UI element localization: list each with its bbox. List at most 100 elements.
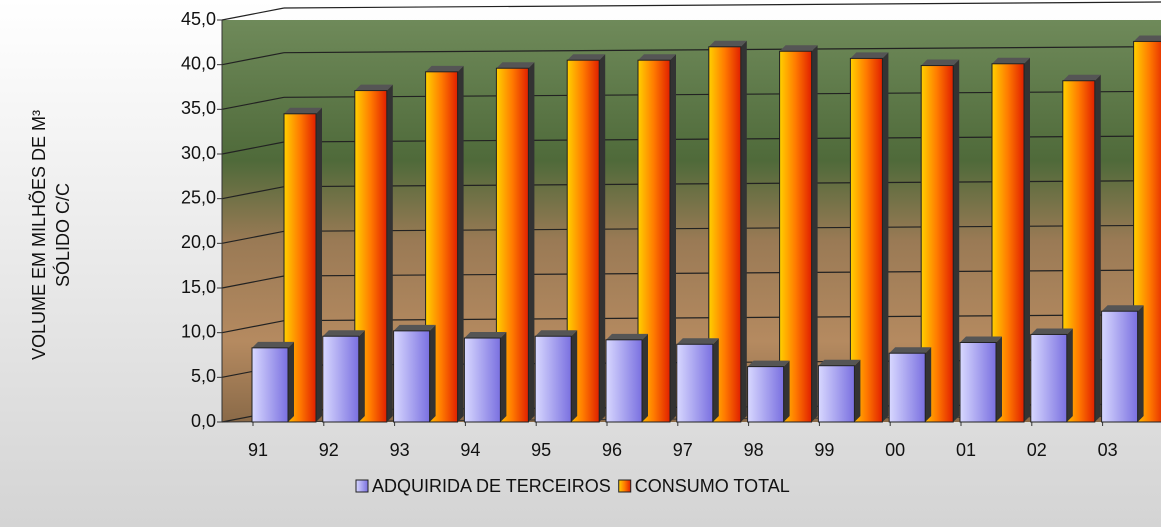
bar-top xyxy=(638,54,676,61)
x-tick-label: 91 xyxy=(248,440,268,460)
bar-side xyxy=(429,324,436,422)
bar-side xyxy=(1094,74,1101,422)
grid-line xyxy=(221,96,285,110)
legend-label: CONSUMO TOTAL xyxy=(635,476,790,496)
bar-top xyxy=(425,65,464,72)
y-tick-label: 20,0 xyxy=(181,232,216,252)
bar-top xyxy=(747,360,790,367)
bar-side xyxy=(925,347,932,422)
bar-top xyxy=(464,332,507,339)
y-tick-label: 5,0 xyxy=(191,366,216,386)
bar-side xyxy=(386,84,393,422)
bar-side xyxy=(740,40,747,423)
bar-side xyxy=(953,59,960,423)
bar-side xyxy=(996,336,1002,422)
bar-top xyxy=(708,40,747,47)
bar-top xyxy=(889,347,932,354)
bar xyxy=(1101,310,1139,423)
bar xyxy=(676,343,714,423)
x-tick-label: 96 xyxy=(602,440,622,460)
bar xyxy=(393,330,431,423)
bar xyxy=(817,365,855,423)
legend-label: ADQUIRIDA DE TERCEIROS xyxy=(372,476,611,496)
bar-top xyxy=(1062,74,1101,81)
bar-side xyxy=(712,338,719,422)
bar-side xyxy=(316,107,322,423)
bar-side xyxy=(670,54,676,422)
bar xyxy=(747,366,785,423)
x-tick-label: 00 xyxy=(885,440,905,460)
y-tick-label: 35,0 xyxy=(181,98,216,118)
bar xyxy=(322,335,360,423)
bar-top xyxy=(322,330,365,337)
grid-line xyxy=(221,52,285,66)
grid-line xyxy=(221,7,285,21)
bar xyxy=(605,339,643,423)
bar-top xyxy=(535,330,578,337)
bar xyxy=(495,67,529,423)
y-axis-label-line: VOLUME EM MILHÕES DE M³ xyxy=(28,110,49,360)
bar xyxy=(779,50,813,423)
bar-side xyxy=(288,341,294,422)
y-axis-label-line: SÓLIDO C/C xyxy=(52,183,73,287)
y-tick-label: 0,0 xyxy=(191,411,216,431)
bar-side xyxy=(811,45,818,423)
bar-top xyxy=(1030,328,1073,335)
grid-line xyxy=(221,320,285,334)
bar-top xyxy=(818,359,861,366)
bar-side xyxy=(358,330,365,422)
grid-line xyxy=(283,1,1161,9)
bar-top xyxy=(354,84,393,91)
x-tick-label: 98 xyxy=(744,440,764,460)
bar-top xyxy=(252,341,294,348)
y-tick-label: 30,0 xyxy=(181,143,216,163)
grid-line xyxy=(221,141,285,155)
bar-top xyxy=(1133,35,1161,42)
bar-side xyxy=(783,360,790,422)
bar xyxy=(888,352,926,423)
bar-top xyxy=(676,338,719,345)
x-tick-label: 01 xyxy=(956,440,976,460)
bar xyxy=(251,347,289,423)
y-tick-label: 40,0 xyxy=(181,53,216,73)
x-tick-label: 03 xyxy=(1098,440,1118,460)
y-tick-label: 15,0 xyxy=(181,277,216,297)
bar-top xyxy=(393,324,436,331)
y-tick-label: 10,0 xyxy=(181,321,216,341)
bar-side xyxy=(1137,305,1144,422)
bar xyxy=(1030,333,1068,423)
bar-top xyxy=(960,336,1002,343)
y-tick-label: 45,0 xyxy=(181,9,216,29)
bar-top xyxy=(284,107,322,114)
bar-top xyxy=(992,57,1030,64)
grid-line xyxy=(221,275,285,289)
x-tick-label: 95 xyxy=(531,440,551,460)
bar-side xyxy=(1024,57,1030,422)
x-tick-label: 97 xyxy=(673,440,693,460)
bar-top xyxy=(779,45,818,52)
bar-side xyxy=(854,359,861,422)
y-axis-label: VOLUME EM MILHÕES DE M³ SÓLIDO C/C xyxy=(28,110,73,360)
x-tick-label: 94 xyxy=(460,440,480,460)
bar xyxy=(959,341,997,423)
bar xyxy=(534,335,572,423)
x-tick-label: 92 xyxy=(319,440,339,460)
y-tick-label: 25,0 xyxy=(181,187,216,207)
bar-top xyxy=(496,62,535,69)
legend-swatch xyxy=(618,479,632,493)
bar-side xyxy=(571,330,578,422)
x-tick-label: 02 xyxy=(1027,440,1047,460)
x-tick-label: 99 xyxy=(814,440,834,460)
x-tick-label: 93 xyxy=(390,440,410,460)
bar-top xyxy=(567,54,606,61)
bar-side xyxy=(882,52,889,423)
bar-side xyxy=(528,62,535,423)
bar-side xyxy=(642,333,648,422)
grid-line xyxy=(221,186,285,200)
bar-top xyxy=(850,52,889,59)
bar-side xyxy=(500,332,507,422)
grid-line xyxy=(221,230,285,244)
bar-side xyxy=(457,65,464,423)
